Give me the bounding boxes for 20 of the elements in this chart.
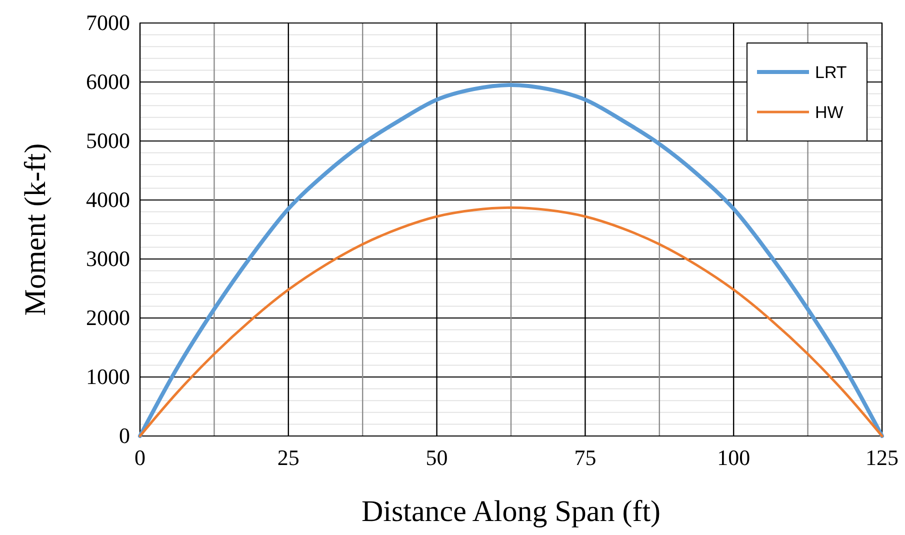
y-tick-label: 6000 bbox=[86, 69, 130, 94]
x-tick-label: 75 bbox=[574, 445, 596, 470]
legend-label: HW bbox=[815, 103, 844, 122]
x-tick-label: 125 bbox=[866, 445, 898, 470]
y-tick-label: 2000 bbox=[86, 305, 130, 330]
x-tick-label: 50 bbox=[426, 445, 448, 470]
line-series bbox=[138, 82, 884, 438]
x-axis-title: Distance Along Span (ft) bbox=[361, 495, 661, 528]
y-axis-title: Moment (k-ft) bbox=[19, 143, 52, 316]
y-tick-label: 5000 bbox=[86, 128, 130, 153]
y-tick-label: 7000 bbox=[86, 10, 130, 35]
y-tick-label: 4000 bbox=[86, 187, 130, 212]
x-tick-label: 0 bbox=[134, 445, 146, 470]
y-tick-label: 1000 bbox=[86, 364, 130, 389]
x-tick-label: 25 bbox=[277, 445, 300, 470]
y-tick-label: 0 bbox=[119, 423, 130, 448]
legend-label: LRT bbox=[815, 63, 847, 82]
x-tick-label: 100 bbox=[717, 445, 750, 470]
line-series bbox=[138, 206, 884, 438]
y-tick-label: 3000 bbox=[86, 246, 130, 271]
